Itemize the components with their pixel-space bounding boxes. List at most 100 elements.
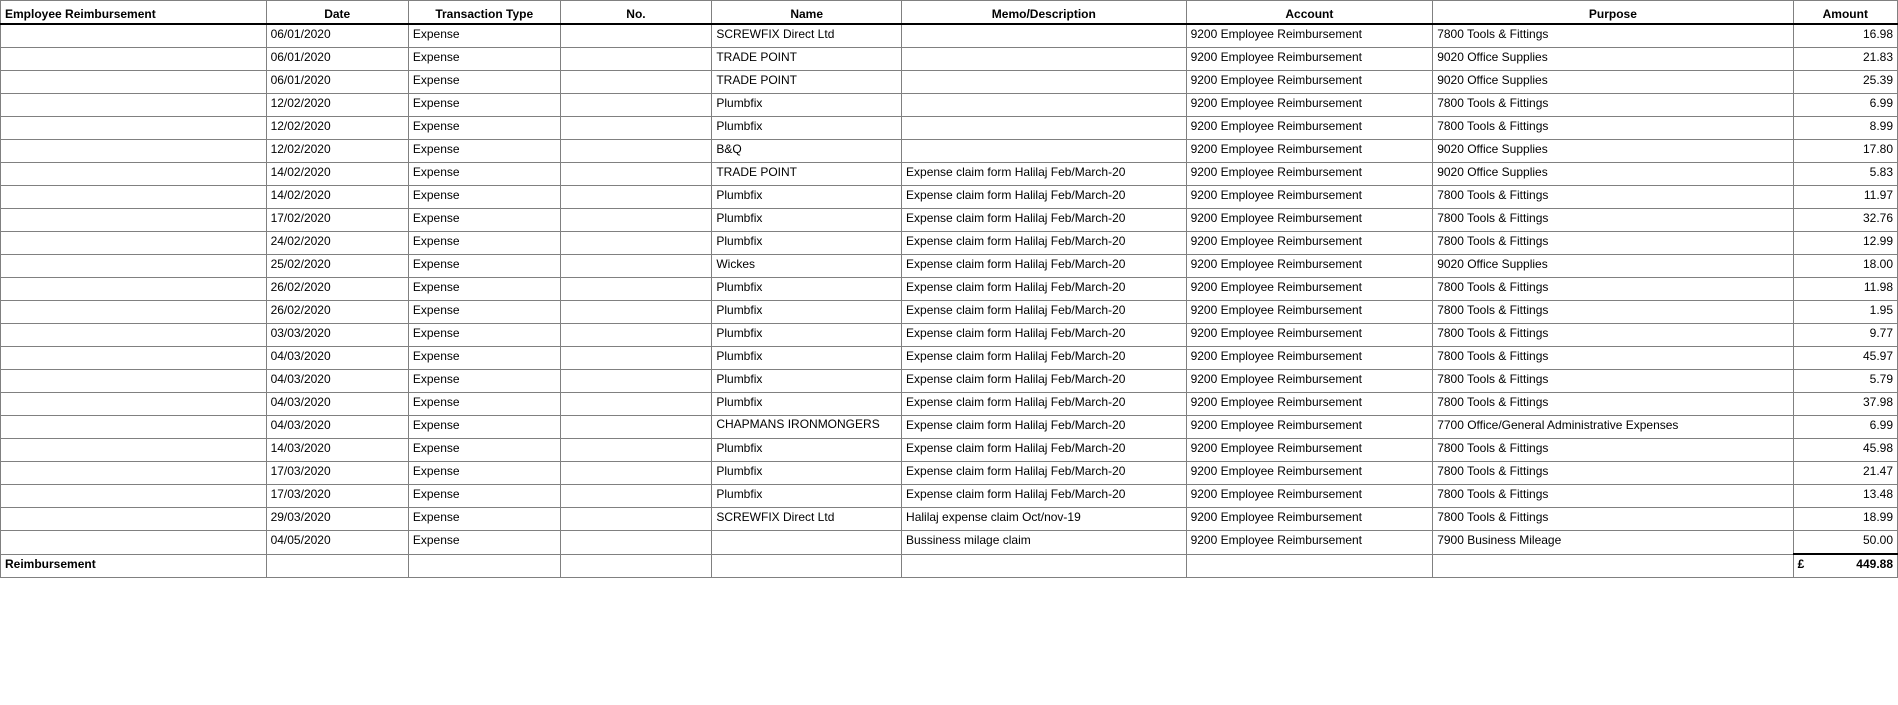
cell-type: Expense: [408, 24, 560, 48]
cell-date: 04/03/2020: [266, 416, 408, 439]
cell-purpose: 7800 Tools & Fittings: [1433, 370, 1793, 393]
cell-group: [1, 416, 267, 439]
cell-date: 17/02/2020: [266, 209, 408, 232]
cell-group: [1, 48, 267, 71]
cell-group: [1, 186, 267, 209]
total-amount: £ 449.88: [1793, 554, 1897, 578]
cell-type: Expense: [408, 209, 560, 232]
cell-amount: 1.95: [1793, 301, 1897, 324]
cell-amount: 21.83: [1793, 48, 1897, 71]
table-row: 14/02/2020ExpensePlumbfixExpense claim f…: [1, 186, 1898, 209]
table-row: 06/01/2020ExpenseTRADE POINT9200 Employe…: [1, 48, 1898, 71]
cell-memo: Expense claim form Halilaj Feb/March-20: [902, 232, 1187, 255]
cell-amount: 21.47: [1793, 462, 1897, 485]
cell-account: 9200 Employee Reimbursement: [1186, 163, 1433, 186]
cell-account: 9200 Employee Reimbursement: [1186, 370, 1433, 393]
cell-type: Expense: [408, 255, 560, 278]
cell-purpose: 7800 Tools & Fittings: [1433, 485, 1793, 508]
cell-purpose: 9020 Office Supplies: [1433, 71, 1793, 94]
cell-memo: Expense claim form Halilaj Feb/March-20: [902, 370, 1187, 393]
cell-amount: 25.39: [1793, 71, 1897, 94]
cell-group: [1, 255, 267, 278]
cell-memo: Expense claim form Halilaj Feb/March-20: [902, 439, 1187, 462]
header-group: Employee Reimbursement: [1, 1, 267, 25]
cell-account: 9200 Employee Reimbursement: [1186, 416, 1433, 439]
cell-purpose: 7800 Tools & Fittings: [1433, 117, 1793, 140]
table-row: 04/03/2020ExpensePlumbfixExpense claim f…: [1, 370, 1898, 393]
cell-purpose: 7700 Office/General Administrative Expen…: [1433, 416, 1793, 439]
cell-memo: Expense claim form Halilaj Feb/March-20: [902, 393, 1187, 416]
cell-name: [712, 531, 902, 555]
table-row: 04/03/2020ExpensePlumbfixExpense claim f…: [1, 347, 1898, 370]
table-row: 17/03/2020ExpensePlumbfixExpense claim f…: [1, 462, 1898, 485]
cell-no: [560, 416, 712, 439]
cell-date: 26/02/2020: [266, 301, 408, 324]
cell-no: [560, 232, 712, 255]
cell-type: Expense: [408, 163, 560, 186]
cell-no: [560, 370, 712, 393]
cell-date: 14/02/2020: [266, 186, 408, 209]
cell-date: 03/03/2020: [266, 324, 408, 347]
cell-name: SCREWFIX Direct Ltd: [712, 508, 902, 531]
cell-group: [1, 117, 267, 140]
cell-memo: Expense claim form Halilaj Feb/March-20: [902, 485, 1187, 508]
cell-name: Plumbfix: [712, 278, 902, 301]
cell-no: [560, 485, 712, 508]
cell-no: [560, 186, 712, 209]
cell-account: 9200 Employee Reimbursement: [1186, 439, 1433, 462]
cell-memo: Expense claim form Halilaj Feb/March-20: [902, 324, 1187, 347]
header-purpose: Purpose: [1433, 1, 1793, 25]
cell-purpose: 9020 Office Supplies: [1433, 163, 1793, 186]
cell-name: Plumbfix: [712, 347, 902, 370]
table-row: 25/02/2020ExpenseWickesExpense claim for…: [1, 255, 1898, 278]
cell-type: Expense: [408, 370, 560, 393]
cell-date: 12/02/2020: [266, 117, 408, 140]
cell-account: 9200 Employee Reimbursement: [1186, 508, 1433, 531]
table-row: 29/03/2020ExpenseSCREWFIX Direct LtdHali…: [1, 508, 1898, 531]
table-row: 17/02/2020ExpensePlumbfixExpense claim f…: [1, 209, 1898, 232]
cell-purpose: 9020 Office Supplies: [1433, 255, 1793, 278]
cell-memo: Expense claim form Halilaj Feb/March-20: [902, 209, 1187, 232]
cell-purpose: 7800 Tools & Fittings: [1433, 347, 1793, 370]
cell-type: Expense: [408, 48, 560, 71]
cell-no: [560, 508, 712, 531]
cell-type: Expense: [408, 117, 560, 140]
total-label: Reimbursement: [1, 554, 267, 578]
cell-group: [1, 439, 267, 462]
cell-purpose: 7800 Tools & Fittings: [1433, 24, 1793, 48]
cell-type: Expense: [408, 278, 560, 301]
cell-amount: 37.98: [1793, 393, 1897, 416]
cell-amount: 9.77: [1793, 324, 1897, 347]
cell-name: Plumbfix: [712, 439, 902, 462]
cell-date: 12/02/2020: [266, 94, 408, 117]
cell-group: [1, 531, 267, 555]
cell-name: Plumbfix: [712, 370, 902, 393]
cell-type: Expense: [408, 347, 560, 370]
cell-memo: Expense claim form Halilaj Feb/March-20: [902, 416, 1187, 439]
cell-name: TRADE POINT: [712, 48, 902, 71]
cell-group: [1, 347, 267, 370]
header-account: Account: [1186, 1, 1433, 25]
cell-no: [560, 163, 712, 186]
cell-type: Expense: [408, 324, 560, 347]
cell-purpose: 9020 Office Supplies: [1433, 48, 1793, 71]
cell-group: [1, 94, 267, 117]
cell-purpose: 7800 Tools & Fittings: [1433, 209, 1793, 232]
cell-amount: 6.99: [1793, 94, 1897, 117]
cell-date: 17/03/2020: [266, 462, 408, 485]
cell-no: [560, 347, 712, 370]
cell-account: 9200 Employee Reimbursement: [1186, 117, 1433, 140]
cell-group: [1, 163, 267, 186]
cell-group: [1, 370, 267, 393]
cell-account: 9200 Employee Reimbursement: [1186, 209, 1433, 232]
header-type: Transaction Type: [408, 1, 560, 25]
cell-memo: Expense claim form Halilaj Feb/March-20: [902, 462, 1187, 485]
cell-amount: 13.48: [1793, 485, 1897, 508]
cell-group: [1, 278, 267, 301]
cell-memo: [902, 140, 1187, 163]
cell-account: 9200 Employee Reimbursement: [1186, 48, 1433, 71]
cell-no: [560, 462, 712, 485]
cell-name: Wickes: [712, 255, 902, 278]
cell-type: Expense: [408, 94, 560, 117]
cell-amount: 12.99: [1793, 232, 1897, 255]
